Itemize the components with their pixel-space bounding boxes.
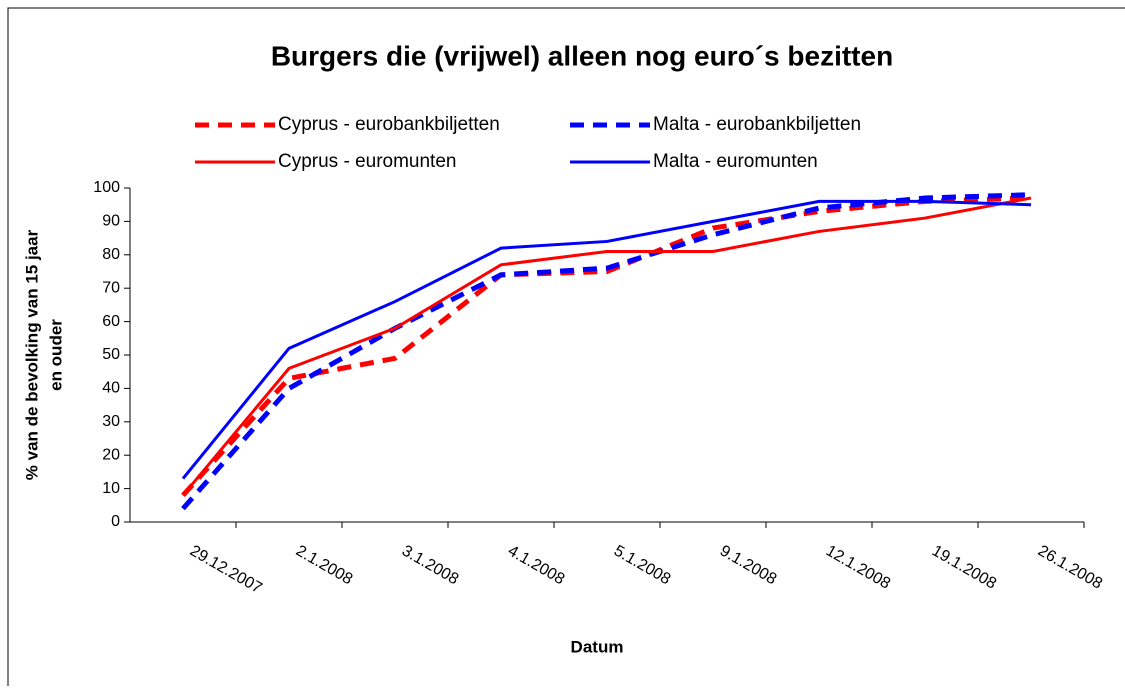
y-tick-label: 60: [102, 313, 120, 330]
y-axis-title-line: en ouder: [46, 319, 65, 391]
legend-label: Malta - euromunten: [653, 151, 818, 172]
y-tick-label: 50: [102, 346, 120, 363]
y-tick-label: 80: [102, 246, 120, 263]
y-axis-title-line: % van de bevolking van 15 jaar: [22, 229, 41, 480]
y-tick-label: 20: [102, 446, 120, 463]
chart-title: Burgers die (vrijwel) alleen nog euro´s …: [271, 40, 893, 71]
legend-label: Cyprus - euromunten: [278, 151, 456, 172]
y-tick-label: 70: [102, 279, 120, 296]
y-tick-label: 10: [102, 480, 120, 497]
y-axis-title: % van de bevolking van 15 jaar en ouder: [22, 229, 65, 480]
y-tick-label: 100: [93, 179, 120, 196]
series-line: [181, 192, 1032, 511]
y-tick-label: 0: [111, 513, 120, 530]
legend-label: Malta - eurobankbiljetten: [653, 114, 861, 135]
y-tick-label: 40: [102, 380, 120, 397]
y-tick-label: 30: [102, 413, 120, 430]
x-axis-title: Datum: [571, 637, 624, 656]
series-line: [181, 199, 1032, 480]
legend-label: Cyprus - eurobankbiljetten: [278, 114, 500, 135]
y-tick-label: 90: [102, 213, 120, 230]
series-line: [181, 195, 1032, 497]
chart-border: [7, 7, 1125, 691]
series-line: [181, 196, 1032, 497]
